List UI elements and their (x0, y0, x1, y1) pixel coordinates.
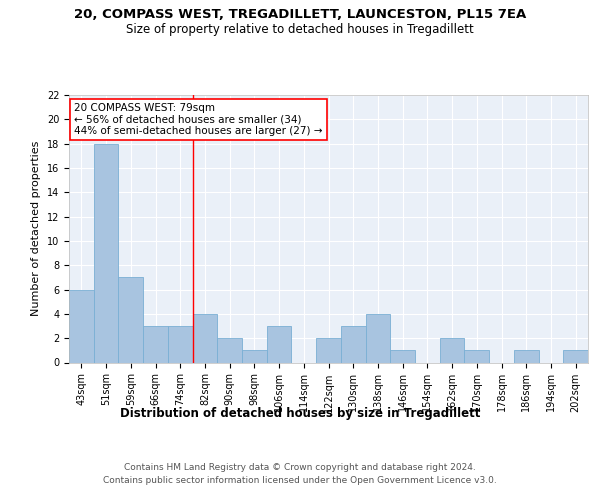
Bar (217, 338, 242, 362)
Text: Contains HM Land Registry data © Crown copyright and database right 2024.: Contains HM Land Registry data © Crown c… (124, 462, 476, 471)
Bar (69, 290, 94, 362)
Bar (94, 144, 118, 362)
Text: Distribution of detached houses by size in Tregadillett: Distribution of detached houses by size … (120, 408, 480, 420)
Bar (440, 338, 464, 362)
Text: 20 COMPASS WEST: 79sqm
← 56% of detached houses are smaller (34)
44% of semi-det: 20 COMPASS WEST: 79sqm ← 56% of detached… (74, 103, 323, 136)
Text: 20, COMPASS WEST, TREGADILLETT, LAUNCESTON, PL15 7EA: 20, COMPASS WEST, TREGADILLETT, LAUNCEST… (74, 8, 526, 20)
Text: Contains public sector information licensed under the Open Government Licence v3: Contains public sector information licen… (103, 476, 497, 485)
Bar (242, 350, 267, 362)
Bar (365, 314, 390, 362)
Text: Size of property relative to detached houses in Tregadillett: Size of property relative to detached ho… (126, 22, 474, 36)
Bar (390, 350, 415, 362)
Y-axis label: Number of detached properties: Number of detached properties (31, 141, 41, 316)
Bar (316, 338, 341, 362)
Bar (193, 314, 217, 362)
Bar (168, 326, 193, 362)
Bar (514, 350, 539, 362)
Bar (563, 350, 588, 362)
Bar (118, 278, 143, 362)
Bar (143, 326, 168, 362)
Bar (341, 326, 365, 362)
Bar (267, 326, 292, 362)
Bar (464, 350, 489, 362)
